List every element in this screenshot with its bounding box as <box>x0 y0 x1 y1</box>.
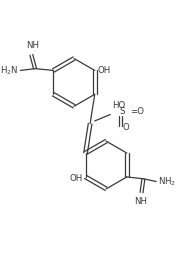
Text: NH: NH <box>26 41 39 50</box>
Text: NH: NH <box>134 197 147 206</box>
Text: HO: HO <box>112 101 125 110</box>
Text: OH: OH <box>69 174 83 183</box>
Text: NH$_2$: NH$_2$ <box>158 175 176 188</box>
Text: H$_2$N: H$_2$N <box>0 64 18 77</box>
Text: =O: =O <box>130 107 144 116</box>
Text: S: S <box>120 107 125 116</box>
Text: OH: OH <box>98 66 111 75</box>
Text: O: O <box>122 123 129 132</box>
